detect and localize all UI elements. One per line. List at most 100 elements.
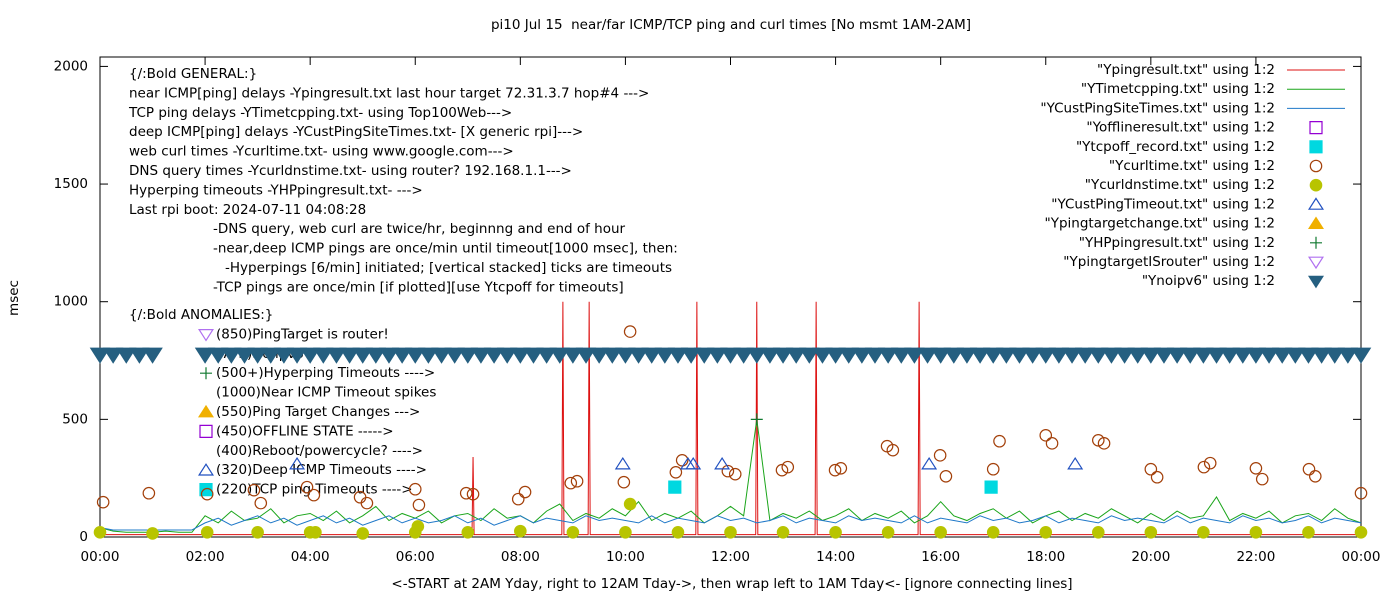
data-point — [982, 347, 1004, 364]
data-point — [102, 347, 124, 364]
data-point — [1324, 347, 1346, 364]
data-point — [549, 347, 571, 364]
annotation: web curl times -Ycurltime.txt- using www… — [129, 144, 514, 160]
data-point — [829, 525, 842, 539]
data-point — [986, 462, 1000, 476]
data-point — [1140, 347, 1162, 364]
data-point — [564, 476, 578, 490]
legend-label: "YpingtargetISrouter" using 1:2 — [1063, 254, 1275, 270]
data-point — [969, 347, 991, 364]
data-point — [615, 347, 636, 364]
data-point — [721, 464, 735, 478]
data-point — [685, 456, 702, 470]
data-point — [886, 443, 900, 457]
data-point — [654, 347, 676, 364]
data-point — [251, 525, 264, 539]
data-point — [1206, 347, 1227, 364]
x-tick-label: 06:00 — [396, 549, 435, 565]
legend-label: "YCustPingSiteTimes.txt" using 1:2 — [1040, 100, 1275, 116]
annotation-icon — [198, 463, 214, 476]
data-point — [1009, 347, 1030, 364]
y-axis-label: msec — [6, 280, 22, 316]
data-point — [617, 475, 631, 489]
x-tick-label: 18:00 — [1026, 549, 1065, 565]
data-point — [930, 347, 951, 364]
data-point — [864, 347, 886, 364]
annotation: Hyperping timeouts -YHPpingresult.txt- -… — [129, 182, 423, 198]
data-point — [669, 465, 683, 479]
x-tick-label: 08:00 — [501, 549, 540, 565]
legend-swatch — [1308, 197, 1324, 210]
annotation: deep ICMP[ping] delays -YCustPingSiteTim… — [129, 124, 583, 140]
data-point — [326, 347, 347, 364]
data-point — [1350, 347, 1372, 364]
data-point — [933, 449, 947, 462]
data-point — [461, 525, 475, 539]
data-point — [200, 487, 214, 501]
x-tick-label: 14:00 — [816, 549, 855, 565]
x-tick-label: 20:00 — [1131, 549, 1170, 565]
annotation-icon — [199, 424, 213, 438]
data-point — [404, 347, 426, 364]
x-tick-label: 22:00 — [1236, 549, 1275, 565]
x-axis-label: <-START at 2AM Yday, right to 12AM Tday-… — [391, 576, 1072, 592]
annotation: -TCP pings are once/min [if plotted][use… — [213, 279, 624, 295]
series-line — [100, 301, 1361, 536]
data-point — [536, 347, 557, 364]
data-point — [934, 525, 947, 539]
data-point — [641, 347, 662, 364]
data-point — [1354, 525, 1368, 539]
data-point — [746, 347, 768, 364]
data-point — [93, 525, 107, 539]
data-point — [1249, 461, 1263, 475]
data-point — [378, 347, 400, 364]
annotation-icon — [198, 329, 214, 342]
data-point — [1308, 469, 1322, 483]
x-tick-label: 04:00 — [291, 549, 330, 565]
data-point — [1144, 462, 1158, 476]
data-point — [247, 347, 268, 364]
data-point — [523, 347, 544, 364]
series-line — [99, 419, 1362, 533]
data-point — [466, 487, 480, 501]
annotation-icon — [200, 367, 212, 380]
data-point — [943, 347, 965, 364]
annotation: (450)OFFLINE STATE -----> — [216, 423, 394, 439]
y-tick-label: 1500 — [54, 176, 88, 192]
x-tick-label: 12:00 — [711, 549, 750, 565]
data-point — [470, 347, 492, 364]
data-point — [1039, 429, 1053, 442]
data-point — [1193, 347, 1214, 364]
data-point — [1091, 525, 1105, 539]
data-point — [411, 520, 425, 533]
chart-title: pi10 Jul 15 near/far ICMP/TCP ping and c… — [491, 17, 971, 33]
data-point — [956, 347, 978, 364]
data-point — [588, 347, 610, 364]
data-point — [720, 347, 741, 364]
data-point — [707, 347, 728, 364]
data-point — [247, 483, 261, 497]
data-point — [714, 456, 731, 470]
data-point — [1258, 347, 1280, 364]
data-point — [514, 524, 527, 538]
data-point — [1249, 525, 1263, 539]
data-point — [518, 485, 532, 499]
data-point — [496, 347, 518, 364]
data-point — [917, 347, 938, 364]
data-point — [483, 347, 505, 364]
data-point — [575, 347, 597, 364]
data-point — [904, 347, 925, 364]
data-point — [289, 456, 306, 470]
data-point — [1232, 347, 1254, 364]
legend-swatch — [1308, 216, 1324, 229]
data-point — [775, 463, 789, 477]
data-point — [457, 347, 479, 364]
data-point — [1114, 347, 1135, 364]
data-point — [1179, 347, 1201, 364]
x-tick-label: 00:00 — [1342, 549, 1381, 565]
data-point — [1302, 462, 1316, 476]
data-point — [877, 347, 899, 364]
y-tick-label: 1000 — [54, 294, 88, 310]
data-point — [693, 347, 715, 364]
